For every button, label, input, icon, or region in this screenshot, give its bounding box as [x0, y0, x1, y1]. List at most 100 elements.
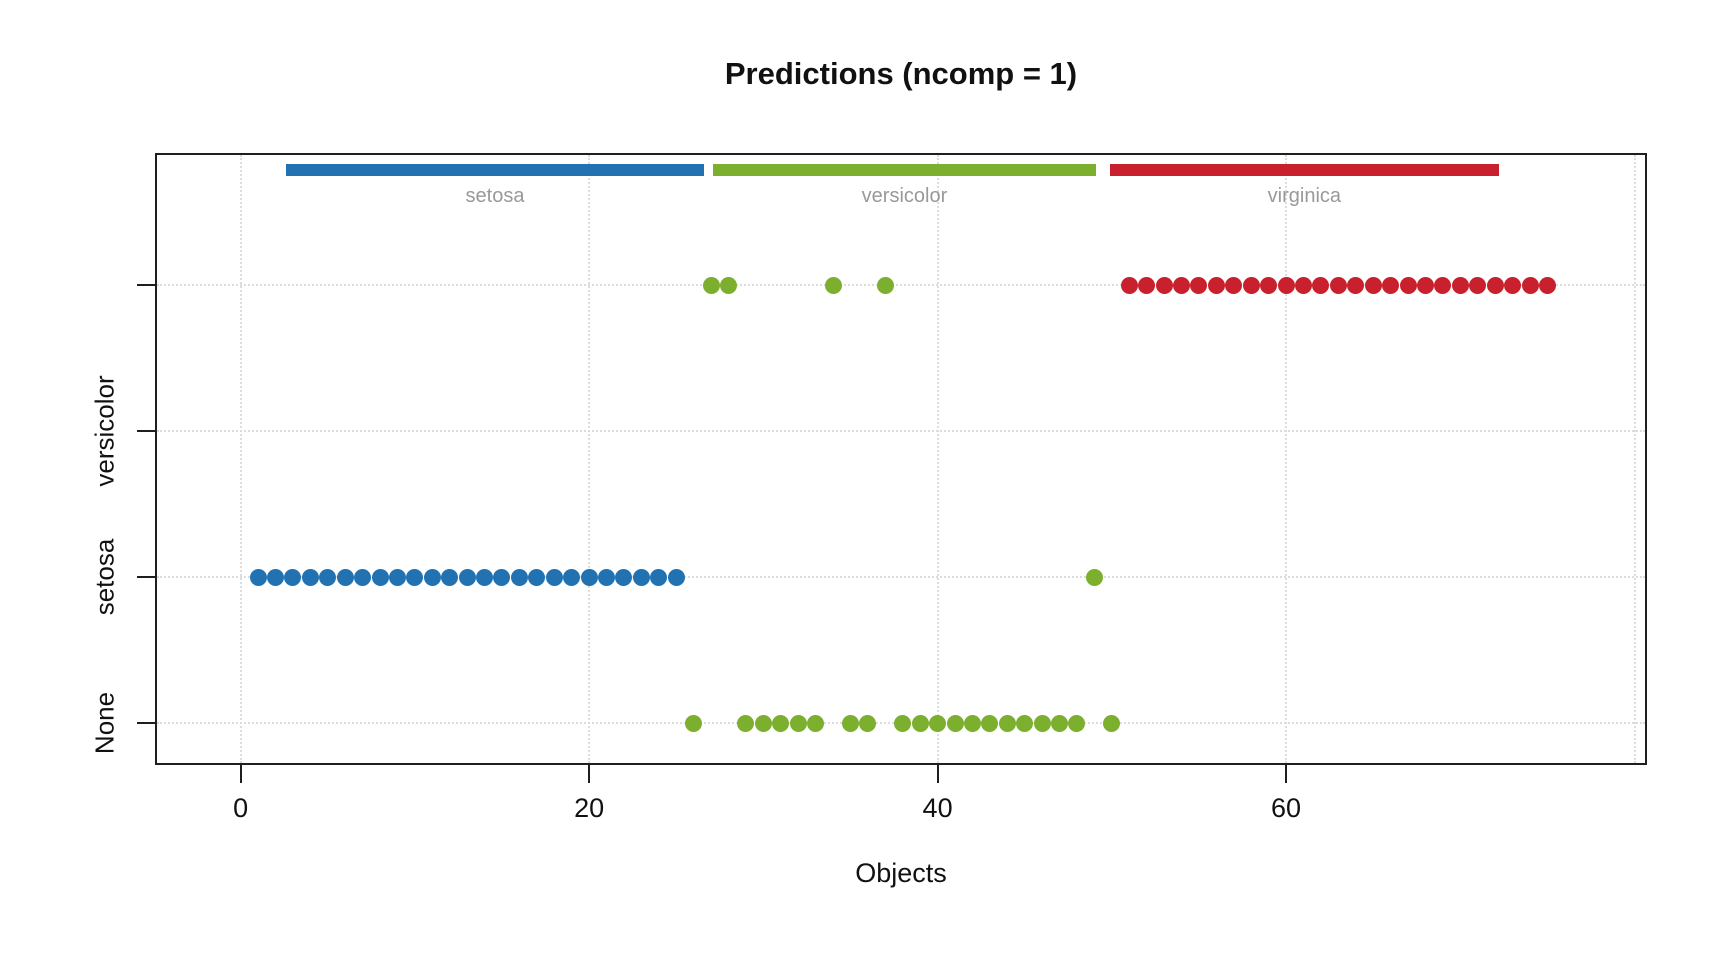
y-tick — [137, 576, 157, 578]
y-tick — [137, 722, 157, 724]
data-point — [1434, 276, 1452, 294]
data-point — [1294, 276, 1312, 294]
data-point — [859, 714, 877, 732]
data-point — [371, 568, 389, 586]
data-point — [1033, 714, 1051, 732]
data-point — [615, 568, 633, 586]
data-point — [510, 568, 528, 586]
x-gridline — [588, 155, 591, 763]
data-point — [824, 276, 842, 294]
y-tick-label: None — [89, 691, 120, 755]
data-point — [1103, 714, 1121, 732]
chart-title: Predictions (ncomp = 1) — [724, 56, 1078, 91]
data-point — [1190, 276, 1208, 294]
data-point — [1085, 568, 1103, 586]
data-point — [528, 568, 546, 586]
data-point — [1016, 714, 1034, 732]
data-point — [1173, 276, 1191, 294]
data-point — [1451, 276, 1469, 294]
data-point — [1416, 276, 1434, 294]
data-point — [319, 568, 337, 586]
data-point — [632, 568, 650, 586]
data-point — [1469, 276, 1487, 294]
data-point — [737, 714, 755, 732]
data-point — [1120, 276, 1138, 294]
data-point — [1155, 276, 1173, 294]
x-tick — [239, 763, 242, 783]
class-bar — [285, 164, 705, 176]
x-tick — [588, 763, 591, 783]
data-point — [1399, 276, 1417, 294]
x-gridline — [239, 155, 242, 763]
data-point — [580, 568, 598, 586]
data-point — [545, 568, 563, 586]
y-tick-label: setosa — [89, 538, 120, 616]
data-point — [981, 714, 999, 732]
y-tick — [137, 284, 157, 286]
class-bar — [712, 164, 1097, 176]
data-point — [598, 568, 616, 586]
data-point — [563, 568, 581, 586]
data-point — [998, 714, 1016, 732]
data-point — [841, 714, 859, 732]
y-gridline — [157, 576, 1645, 578]
class-bar-label: versicolor — [861, 185, 948, 207]
data-point — [423, 568, 441, 586]
data-point — [354, 568, 372, 586]
data-point — [1051, 714, 1069, 732]
data-point — [493, 568, 511, 586]
data-point — [1521, 276, 1539, 294]
data-point — [754, 714, 772, 732]
data-point — [1277, 276, 1295, 294]
x-tick-label: 0 — [233, 793, 249, 823]
data-point — [946, 714, 964, 732]
data-point — [1312, 276, 1330, 294]
y-tick — [137, 430, 157, 432]
data-point — [963, 714, 981, 732]
data-point — [807, 714, 825, 732]
data-point — [1382, 276, 1400, 294]
data-point — [1138, 276, 1156, 294]
data-point — [1538, 276, 1556, 294]
data-point — [1207, 276, 1225, 294]
data-point — [911, 714, 929, 732]
data-point — [789, 714, 807, 732]
data-point — [894, 714, 912, 732]
data-point — [1504, 276, 1522, 294]
y-gridline — [157, 284, 1645, 286]
x-tick-label: 60 — [1271, 793, 1302, 823]
x-gridline — [1285, 155, 1288, 763]
y-gridline — [157, 430, 1645, 432]
data-point — [650, 568, 668, 586]
data-point — [284, 568, 302, 586]
data-point — [249, 568, 267, 586]
x-tick-label: 40 — [922, 793, 953, 823]
data-point — [1347, 276, 1365, 294]
data-point — [1364, 276, 1382, 294]
data-point — [336, 568, 354, 586]
data-point — [929, 714, 947, 732]
data-point — [301, 568, 319, 586]
data-point — [1329, 276, 1347, 294]
data-point — [388, 568, 406, 586]
x-gridline — [936, 155, 939, 763]
data-point — [685, 714, 703, 732]
x-axis-title: Objects — [855, 858, 947, 888]
data-point — [702, 276, 720, 294]
y-tick-label: versicolor — [89, 375, 120, 487]
data-point — [266, 568, 284, 586]
plot-border — [155, 153, 1647, 765]
data-point — [476, 568, 494, 586]
data-point — [1225, 276, 1243, 294]
data-point — [458, 568, 476, 586]
x-gridline — [1633, 155, 1636, 763]
class-bar-label: virginica — [1267, 185, 1342, 207]
data-point — [1242, 276, 1260, 294]
data-point — [441, 568, 459, 586]
data-point — [720, 276, 737, 294]
data-point — [1486, 276, 1504, 294]
x-tick — [1285, 763, 1288, 783]
data-point — [772, 714, 790, 732]
class-bar — [1110, 164, 1499, 176]
data-point — [1068, 714, 1086, 732]
